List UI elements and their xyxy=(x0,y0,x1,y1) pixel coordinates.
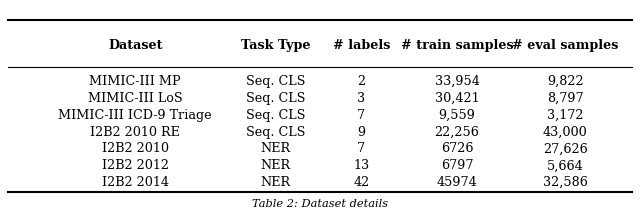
Text: MIMIC-III MP: MIMIC-III MP xyxy=(90,75,181,88)
Text: 5,664: 5,664 xyxy=(547,159,584,172)
Text: 8,797: 8,797 xyxy=(547,92,584,105)
Text: # eval samples: # eval samples xyxy=(512,39,618,52)
Text: # train samples: # train samples xyxy=(401,39,513,52)
Text: 32,586: 32,586 xyxy=(543,176,588,189)
Text: Seq. CLS: Seq. CLS xyxy=(246,92,305,105)
Text: 7: 7 xyxy=(357,109,365,122)
Text: 43,000: 43,000 xyxy=(543,126,588,139)
Text: I2B2 2012: I2B2 2012 xyxy=(102,159,169,172)
Text: Table 2: Dataset details: Table 2: Dataset details xyxy=(252,199,388,209)
Text: 42: 42 xyxy=(353,176,369,189)
Text: 30,421: 30,421 xyxy=(435,92,479,105)
Text: 13: 13 xyxy=(353,159,369,172)
Text: Seq. CLS: Seq. CLS xyxy=(246,109,305,122)
Text: 3,172: 3,172 xyxy=(547,109,584,122)
Text: Seq. CLS: Seq. CLS xyxy=(246,75,305,88)
Text: 9,822: 9,822 xyxy=(547,75,584,88)
Text: # labels: # labels xyxy=(333,39,390,52)
Text: I2B2 2014: I2B2 2014 xyxy=(102,176,169,189)
Text: MIMIC-III LoS: MIMIC-III LoS xyxy=(88,92,182,105)
Text: 3: 3 xyxy=(357,92,365,105)
Text: 7: 7 xyxy=(357,142,365,155)
Text: 2: 2 xyxy=(357,75,365,88)
Text: MIMIC-III ICD-9 Triage: MIMIC-III ICD-9 Triage xyxy=(58,109,212,122)
Text: 27,626: 27,626 xyxy=(543,142,588,155)
Text: 9: 9 xyxy=(357,126,365,139)
Text: 22,256: 22,256 xyxy=(435,126,479,139)
Text: Task Type: Task Type xyxy=(241,39,310,52)
Text: NER: NER xyxy=(260,176,291,189)
Text: 6797: 6797 xyxy=(441,159,473,172)
Text: Dataset: Dataset xyxy=(108,39,163,52)
Text: 45974: 45974 xyxy=(436,176,477,189)
Text: Seq. CLS: Seq. CLS xyxy=(246,126,305,139)
Text: 9,559: 9,559 xyxy=(438,109,476,122)
Text: NER: NER xyxy=(260,142,291,155)
Text: 33,954: 33,954 xyxy=(435,75,479,88)
Text: 6726: 6726 xyxy=(441,142,473,155)
Text: NER: NER xyxy=(260,159,291,172)
Text: I2B2 2010 RE: I2B2 2010 RE xyxy=(90,126,180,139)
Text: I2B2 2010: I2B2 2010 xyxy=(102,142,169,155)
